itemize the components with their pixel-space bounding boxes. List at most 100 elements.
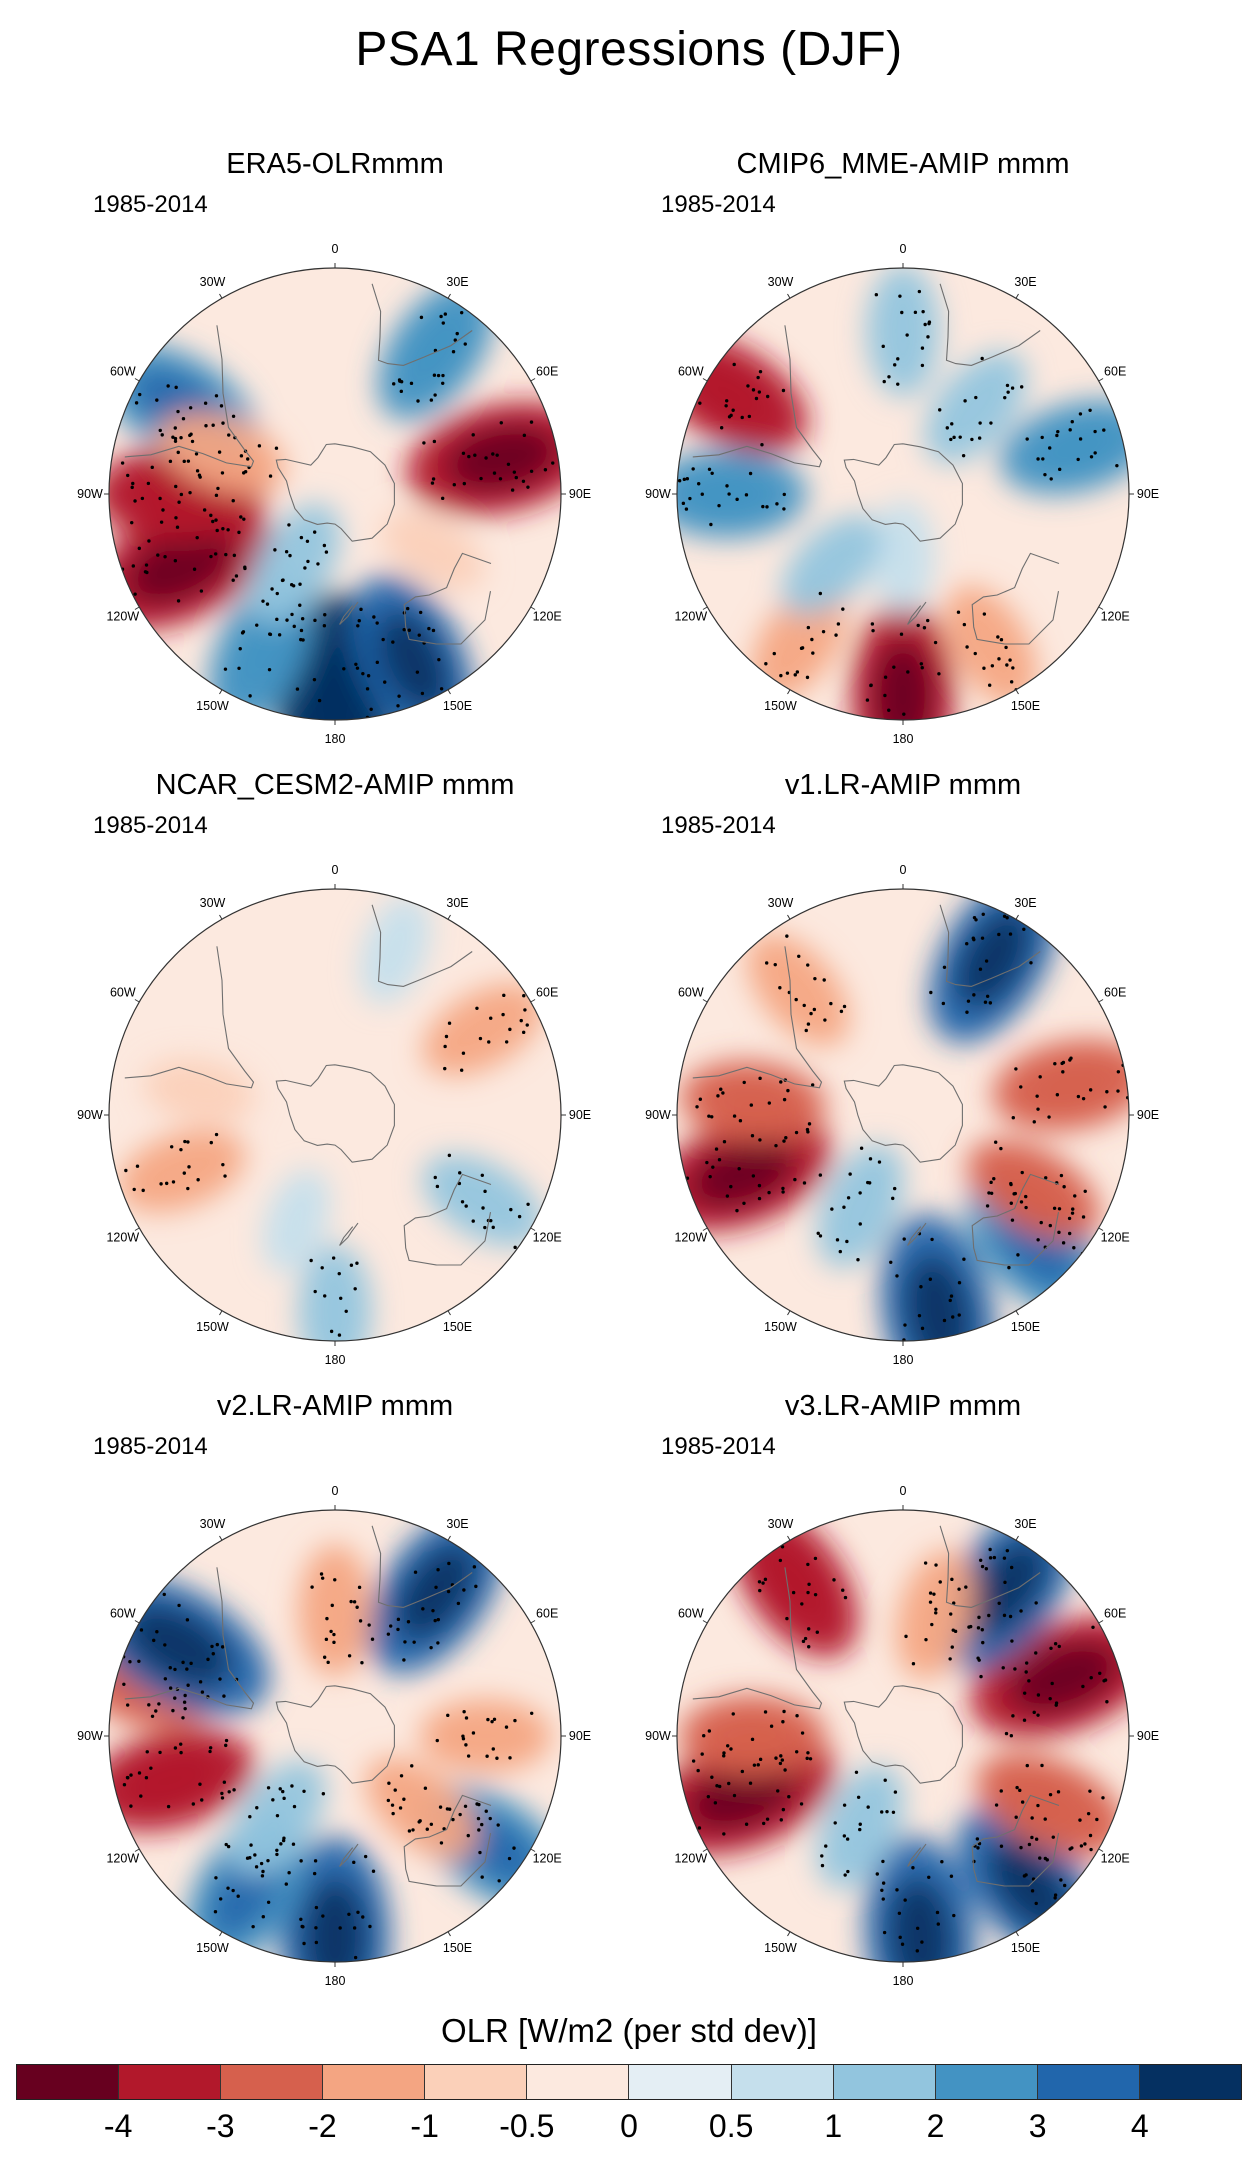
stipple-dot (211, 519, 215, 524)
stipple-dot (752, 1763, 757, 1767)
stipple-dot (136, 1615, 140, 1619)
stipple-dot (682, 477, 687, 482)
stipple-dot (1034, 1901, 1038, 1906)
stipple-dot (325, 1616, 329, 1621)
stipple-dot (1078, 437, 1083, 441)
colorbar-tick-label: 4 (1130, 2108, 1149, 2144)
stipple-dot (1020, 1170, 1024, 1175)
stipple-dot (1079, 1844, 1084, 1848)
map-panel: v1.LR-AMIP mmm 1985-2014 0 30E 60E 90E 120E 1… (623, 769, 1183, 1369)
stipple-dot (1087, 1251, 1091, 1255)
stipple-dot (785, 671, 790, 675)
stipple-dot (460, 1200, 465, 1204)
stipple-dot (679, 349, 684, 353)
stipple-dot (1048, 1696, 1052, 1701)
stipple-dot (661, 373, 664, 376)
stipple-dot (305, 539, 310, 543)
stipple-dot (287, 1871, 291, 1875)
stipple-dot (697, 1840, 701, 1844)
stipple-dot (209, 1140, 213, 1145)
stipple-dot (477, 1828, 481, 1832)
lon-label: 30W (768, 1517, 794, 1531)
stipple-dot (996, 635, 1000, 639)
stipple-dot (227, 433, 231, 437)
lon-label: 60W (110, 365, 136, 379)
stipple-dot (467, 454, 471, 459)
stipple-dot (1030, 1835, 1034, 1840)
stipple-dot (982, 666, 986, 670)
stipple-dot (963, 399, 967, 403)
stipple-dot (1034, 1837, 1039, 1841)
stipple-dot (181, 1716, 185, 1720)
lon-label: 90W (77, 1729, 103, 1743)
coastline (339, 1843, 359, 1867)
lon-label: 120W (106, 610, 139, 624)
stipple-dot (429, 1645, 433, 1650)
colorbar-swatch (629, 2065, 732, 2099)
stipple-dot (340, 1344, 343, 1347)
stipple-dot (1026, 1926, 1030, 1931)
stipple-dot (441, 373, 445, 378)
stipple-dot (838, 1249, 842, 1254)
stipple-dot (1040, 1763, 1044, 1768)
significance-stipple (422, 413, 555, 501)
panel-period: 1985-2014 (661, 191, 776, 218)
stipple-dot (983, 1000, 988, 1004)
stipple-dot (322, 543, 327, 548)
stipple-dot (291, 1842, 296, 1846)
stipple-dot (735, 497, 739, 502)
stipple-dot (744, 493, 749, 497)
stipple-dot (415, 670, 420, 674)
stipple-dot (913, 310, 918, 315)
stipple-dot (137, 546, 142, 551)
stipple-dot (434, 1585, 438, 1589)
stipple-dot (834, 633, 838, 637)
anomaly-core (1024, 1057, 1118, 1113)
stipple-dot (1038, 1075, 1042, 1079)
stipple-dot (882, 1930, 887, 1935)
stipple-dot (232, 553, 237, 558)
lon-label: 0 (900, 1484, 907, 1498)
lon-tick (530, 606, 536, 610)
stipple-dot (298, 603, 302, 607)
stipple-dot (451, 1817, 455, 1822)
stipple-dot (247, 706, 252, 710)
stipple-dot (214, 493, 219, 498)
stipple-dot (669, 1188, 672, 1191)
stipple-dot (795, 1714, 799, 1718)
stipple-dot (491, 1225, 495, 1230)
stipple-dot (883, 693, 887, 698)
stipple-dot (1081, 1684, 1085, 1689)
stipple-dot (390, 1803, 395, 1807)
stipple-dot (427, 626, 431, 631)
stipple-dot (1039, 1220, 1043, 1225)
stipple-dot (820, 1854, 824, 1858)
lon-tick (530, 1227, 536, 1231)
stipple-dot (124, 1168, 128, 1173)
stipple-dot (900, 1942, 905, 1946)
stipple-dot (141, 1188, 145, 1193)
stipple-dot (306, 559, 310, 564)
stipple-dot (1095, 1817, 1099, 1822)
stipple-dot (133, 592, 137, 596)
stipple-dot (793, 673, 797, 677)
stipple-dot (391, 1811, 395, 1816)
stipple-dot (799, 646, 804, 651)
stipple-dot (355, 1605, 359, 1609)
stipple-dot (761, 1821, 766, 1826)
stipple-dot (109, 1817, 110, 1822)
stipple-dot (218, 1897, 223, 1901)
stipple-dot (458, 1812, 462, 1817)
stipple-dot (979, 1674, 983, 1679)
polar-map: 0 30E 60E 90E 120E 150E 180 150W 120W 90W 60W 30W (77, 242, 591, 746)
stipple-dot (248, 694, 252, 698)
stipple-dot (519, 1018, 523, 1023)
coastline (692, 1567, 823, 1710)
stipple-dot (122, 1783, 127, 1787)
stipple-dot (919, 1285, 923, 1289)
stipple-dot (137, 1771, 142, 1775)
stipple-dot (1081, 1215, 1086, 1219)
stipple-dot (1049, 1646, 1053, 1650)
stipple-dot (509, 1207, 513, 1212)
stipple-dot (710, 471, 714, 476)
